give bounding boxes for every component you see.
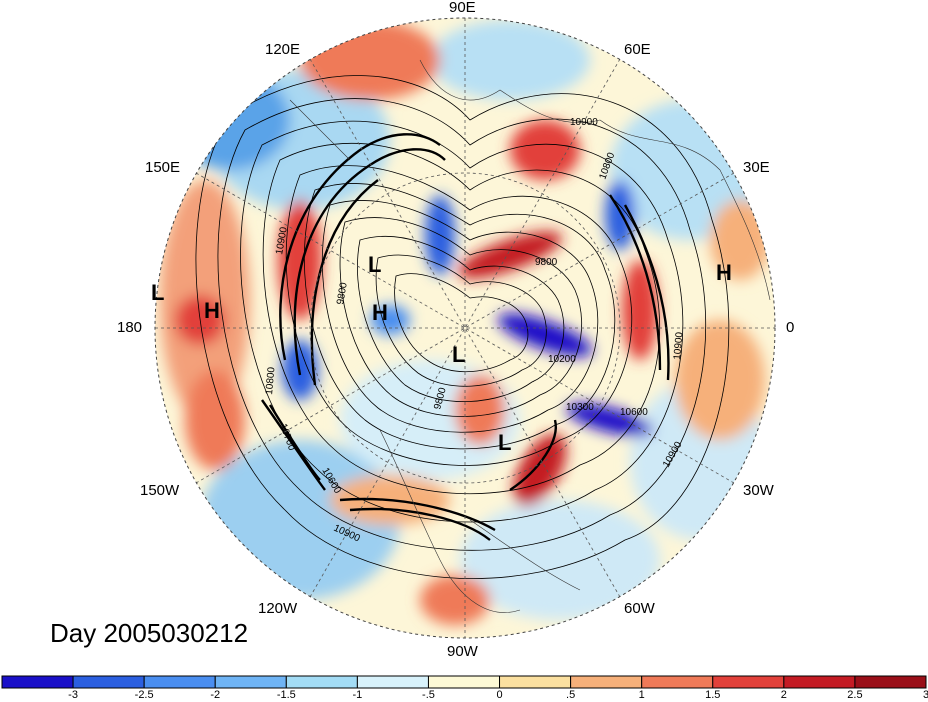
contour-label: 10900 bbox=[570, 117, 598, 128]
colorbar-swatch bbox=[1, 675, 74, 689]
colorbar-swatch bbox=[285, 675, 358, 689]
colorbar-swatch bbox=[72, 675, 145, 689]
pressure-centers: H H H L L L L bbox=[151, 252, 732, 455]
low-pressure-marker: L bbox=[368, 252, 381, 277]
colorbar-swatch bbox=[143, 675, 216, 689]
colorbar bbox=[1, 675, 927, 689]
low-pressure-marker: L bbox=[498, 430, 511, 455]
contour-label: 9800 bbox=[335, 281, 350, 305]
contour-label: 10300 bbox=[566, 402, 594, 413]
lon-label-120e: 120E bbox=[265, 41, 301, 58]
colorbar-swatch bbox=[356, 675, 429, 689]
colorbar-tick-label: 1 bbox=[638, 689, 645, 701]
lon-label-30w: 30W bbox=[743, 482, 774, 499]
contour-label: 9800 bbox=[535, 257, 558, 268]
lon-label-60w: 60W bbox=[624, 600, 655, 617]
colorbar-tick-label: .5 bbox=[566, 689, 576, 701]
high-pressure-marker: H bbox=[204, 298, 220, 323]
contour-label: 10600 bbox=[620, 407, 648, 418]
colorbar-tick-label: 2 bbox=[780, 689, 787, 701]
colorbar-swatch bbox=[783, 675, 856, 689]
colorbar-swatch bbox=[427, 675, 501, 689]
colorbar-tick-label: -1.5 bbox=[276, 689, 296, 701]
colorbar-tick-label: 1.5 bbox=[705, 689, 721, 701]
lon-label-60e: 60E bbox=[624, 41, 651, 58]
contour-label: 10900 bbox=[274, 226, 290, 256]
colorbar-tick-label: -1 bbox=[352, 689, 363, 701]
colorbar-swatch bbox=[641, 675, 714, 689]
lon-label-90w: 90W bbox=[447, 643, 478, 660]
colorbar-tick-label: -2 bbox=[210, 689, 221, 701]
lon-label-150e: 150E bbox=[145, 159, 181, 176]
day-title: Day 2005030212 bbox=[50, 618, 249, 648]
contour-label: 10900 bbox=[672, 331, 685, 360]
colorbar-swatch bbox=[854, 675, 927, 689]
colorbar-tick-label: -2.5 bbox=[134, 689, 154, 701]
lon-label-120w: 120W bbox=[258, 600, 298, 617]
coastlines bbox=[289, 59, 771, 613]
colorbar-swatch bbox=[712, 675, 785, 689]
colorbar-swatch bbox=[570, 675, 643, 689]
colorbar-swatch bbox=[214, 675, 287, 689]
low-pressure-marker: L bbox=[151, 280, 164, 305]
graticule bbox=[155, 18, 775, 638]
high-pressure-marker: H bbox=[372, 300, 388, 325]
colorbar-tick-label: 3 bbox=[922, 689, 928, 701]
lon-label-90e: 90E bbox=[449, 0, 476, 16]
lon-label-180: 180 bbox=[117, 319, 143, 336]
high-pressure-marker: H bbox=[716, 260, 732, 285]
colorbar-tick-label: 0 bbox=[496, 689, 503, 701]
colorbar-tick-label: 2.5 bbox=[847, 689, 863, 701]
contour-label: 10800 bbox=[264, 366, 277, 395]
lon-label-0: 0 bbox=[786, 319, 795, 336]
lon-label-150w: 150W bbox=[140, 482, 180, 499]
lon-label-30e: 30E bbox=[743, 159, 770, 176]
contour-label: 10200 bbox=[548, 354, 576, 365]
colorbar-tick-label: -.5 bbox=[422, 689, 435, 701]
colorbar-swatch bbox=[499, 675, 572, 689]
low-pressure-marker: L bbox=[452, 342, 465, 367]
colorbar-tick-label: -3 bbox=[68, 689, 78, 701]
